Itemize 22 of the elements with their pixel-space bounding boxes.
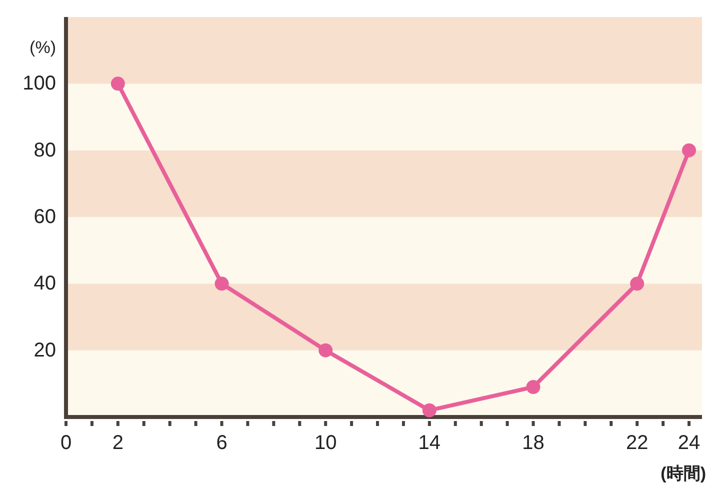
y-tick-label: 100 xyxy=(22,72,56,95)
x-tick-label: 18 xyxy=(522,432,544,454)
y-tick-label: 60 xyxy=(34,206,56,228)
y-tick-label: 20 xyxy=(34,339,56,362)
point xyxy=(214,276,229,291)
x-axis-title: (時間) xyxy=(660,464,706,483)
point xyxy=(682,143,696,158)
x-tick-label: 14 xyxy=(418,432,441,454)
point xyxy=(422,403,436,418)
x-tick-label: 24 xyxy=(678,432,700,454)
x-tick-label: 0 xyxy=(60,432,72,454)
y-tick-label: 80 xyxy=(34,139,56,162)
point xyxy=(110,76,125,91)
y-tick-label: 40 xyxy=(34,272,56,295)
x-tick-label: 2 xyxy=(112,432,124,454)
y-axis-title: (%) xyxy=(30,38,56,57)
x-tick-label: 10 xyxy=(314,432,337,454)
x-tick-label: 22 xyxy=(626,432,648,454)
point xyxy=(318,343,333,358)
point xyxy=(526,380,540,394)
x-tick-label: 6 xyxy=(216,432,228,454)
point xyxy=(630,276,644,291)
